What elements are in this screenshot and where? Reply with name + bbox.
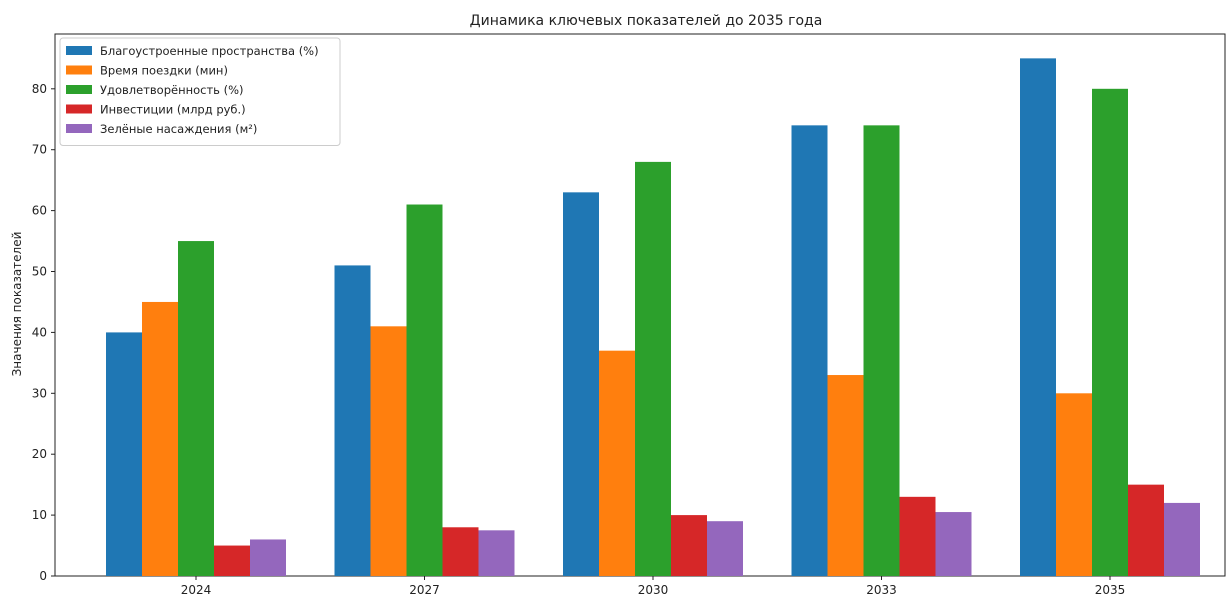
bar xyxy=(791,125,828,576)
bar xyxy=(1056,393,1092,576)
bar xyxy=(106,332,142,576)
bar xyxy=(935,512,972,576)
x-tick-label: 2024 xyxy=(181,583,212,594)
legend: Благоустроенные пространства (%) Время по… xyxy=(59,37,341,146)
bar xyxy=(442,527,479,576)
y-tick-label: 60 xyxy=(32,204,47,218)
x-tick-label: 2035 xyxy=(1095,583,1126,594)
x-tick-label: 2033 xyxy=(866,583,897,594)
legend-box xyxy=(59,37,341,146)
legend-swatch xyxy=(66,65,92,75)
y-tick-label: 70 xyxy=(32,143,47,157)
bar xyxy=(863,125,900,576)
bar xyxy=(142,301,178,576)
chart-title: Динамика ключевых показателей до 2035 го… xyxy=(470,13,823,29)
bar xyxy=(899,496,936,576)
bar xyxy=(671,515,707,576)
legend-label: Зелёные насаждения (м²) xyxy=(100,122,257,136)
bar xyxy=(370,326,407,576)
bar xyxy=(563,192,599,576)
legend-label: Удовлетворённость (%) xyxy=(100,83,244,97)
legend-label: Инвестиции (млрд руб.) xyxy=(100,103,246,117)
legend-swatch xyxy=(66,124,92,133)
bar xyxy=(478,530,515,576)
bar xyxy=(635,161,671,576)
legend-swatch xyxy=(66,46,92,55)
y-tick-label: 0 xyxy=(39,569,47,583)
y-tick-label: 80 xyxy=(32,82,47,96)
bar xyxy=(1164,502,1200,576)
bar xyxy=(250,539,286,576)
bar xyxy=(1128,484,1164,576)
y-tick-label: 10 xyxy=(32,508,47,522)
bar xyxy=(1092,88,1128,576)
legend-label: Благоустроенные пространства (%) xyxy=(100,44,319,58)
bar xyxy=(406,204,443,577)
y-axis-label: Значения показателей xyxy=(10,232,24,377)
legend-swatch xyxy=(66,85,92,94)
y-tick-label: 20 xyxy=(32,447,47,461)
bar xyxy=(707,521,743,576)
x-tick-label: 2030 xyxy=(638,583,669,594)
y-tick-label: 30 xyxy=(32,386,47,400)
x-tick-label: 2027 xyxy=(409,583,440,594)
bar xyxy=(599,350,635,576)
y-tick-label: 40 xyxy=(32,325,47,339)
legend-label: Время поездки (мин) xyxy=(100,64,228,78)
y-tick-label: 50 xyxy=(32,265,47,279)
bar xyxy=(334,265,371,576)
bar xyxy=(1020,58,1056,576)
legend-swatch xyxy=(66,104,92,114)
bar xyxy=(827,375,864,576)
bar xyxy=(178,241,214,576)
bar xyxy=(214,545,250,576)
